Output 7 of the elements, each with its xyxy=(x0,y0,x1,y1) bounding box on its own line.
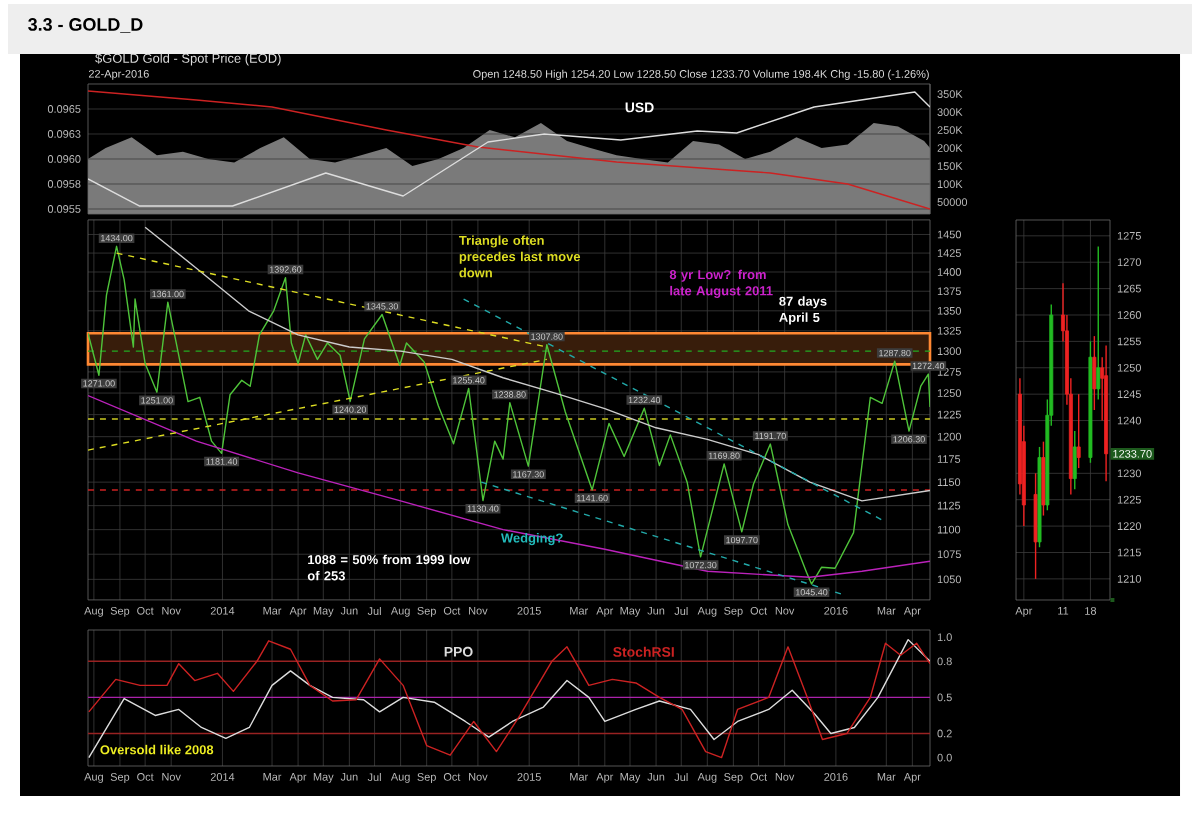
candlestick xyxy=(1096,245,1101,401)
chart-title: 3.3 - GOLD_D xyxy=(28,18,143,33)
candlestick xyxy=(1041,440,1046,517)
candlestick xyxy=(1092,335,1097,411)
candlestick xyxy=(1072,430,1077,490)
candlestick xyxy=(1033,472,1038,580)
line-series xyxy=(88,394,931,578)
